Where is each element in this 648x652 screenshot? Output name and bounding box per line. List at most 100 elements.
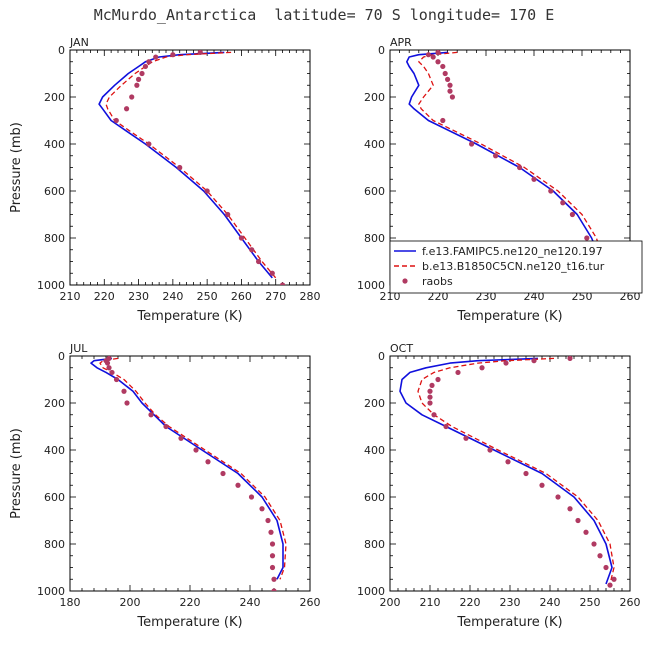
raobs-point	[517, 164, 523, 171]
raobs-point	[567, 356, 573, 361]
y-tick-label: 0	[378, 44, 385, 57]
y-tick-label: 1000	[357, 585, 385, 598]
panel-jan: 210 220 230 240 250 260 270 280 0 200 400 600 800 100…	[9, 36, 321, 324]
raobs-point	[567, 506, 573, 512]
plot-frame	[389, 355, 631, 592]
y-tick-label: 600	[44, 185, 65, 198]
raobs-point	[269, 553, 276, 559]
y-tick-label: 400	[364, 444, 385, 457]
model-line-b1850	[105, 51, 277, 279]
raobs-point	[113, 376, 120, 383]
raobs-point	[259, 506, 265, 512]
raobs-point	[104, 360, 111, 366]
raobs-point	[548, 188, 554, 194]
figure-title: McMurdo_Antarctica latitude= 70 S longit…	[93, 6, 555, 24]
y-tick-label: 1000	[37, 585, 65, 598]
x-tick-label: 200	[380, 596, 401, 609]
raobs-point	[427, 388, 433, 394]
y-tick-label: 800	[44, 538, 65, 551]
x-tick-label: 240	[540, 596, 561, 609]
y-tick-label: 200	[44, 91, 65, 104]
legend-marker-raobs	[402, 278, 408, 284]
raobs-point	[153, 54, 159, 60]
raobs-point	[129, 94, 135, 100]
y-tick-label: 200	[364, 91, 385, 104]
raobs-point	[611, 576, 617, 582]
y-tick-label: 800	[44, 232, 65, 245]
raobs-point	[523, 470, 529, 477]
legend-label: f.e13.FAMIPC5.ne120_ne120.197	[422, 245, 603, 258]
x-tick-label: 260	[620, 596, 641, 609]
raobs-point	[560, 200, 566, 206]
x-tick-label: 250	[580, 596, 601, 609]
raobs-point	[205, 459, 211, 465]
model-line-famipc5	[399, 357, 613, 585]
y-tick-label: 800	[364, 538, 385, 551]
raobs-point	[435, 376, 441, 383]
panel-oct: 200 210 220 230 240 250 260 0 200 400 600 800 1000 Te…	[357, 342, 641, 630]
x-tick-label: 230	[128, 290, 149, 303]
raobs-point	[569, 211, 576, 218]
x-tick-label: 210	[60, 290, 81, 303]
raobs-point	[430, 54, 436, 60]
model-line-b1850	[418, 51, 607, 278]
raobs-point	[109, 369, 115, 376]
raobs-point	[113, 117, 119, 124]
model-line-b1850	[417, 357, 615, 585]
x-tick-label: 260	[300, 596, 321, 609]
model-line-famipc5	[406, 51, 607, 279]
raobs-point	[435, 59, 441, 65]
raobs-point	[204, 188, 210, 194]
panel-label: APR	[390, 36, 412, 49]
raobs-point	[269, 541, 276, 547]
series-group	[98, 50, 286, 285]
raobs-point	[443, 423, 449, 430]
raobs-point	[447, 88, 453, 94]
y-tick-label: 600	[364, 185, 385, 198]
raobs-point	[539, 482, 545, 488]
x-axis-label: Temperature (K)	[456, 615, 562, 630]
raobs-point	[442, 70, 448, 77]
x-axis-label: Temperature (K)	[136, 615, 242, 630]
raobs-point	[503, 360, 509, 366]
raobs-point	[487, 447, 493, 453]
raobs-point	[575, 517, 581, 524]
y-tick-label: 800	[364, 232, 385, 245]
legend-box	[389, 240, 643, 294]
raobs-point	[455, 369, 461, 376]
raobs-point	[178, 435, 184, 441]
raobs-point	[603, 564, 609, 571]
y-axis-label: Pressure (mb)	[9, 428, 24, 519]
panel-jul: 180 200 220 240 260 0 200 400 600 800 1000 Temperat…	[9, 342, 321, 630]
model-line-famipc5	[98, 51, 273, 279]
x-tick-label: 280	[300, 290, 321, 303]
raobs-point	[435, 50, 441, 55]
raobs-point	[265, 517, 271, 524]
panel-label: OCT	[390, 342, 413, 355]
raobs-point	[431, 412, 437, 418]
y-tick-label: 400	[364, 138, 385, 151]
y-tick-label: 400	[44, 138, 65, 151]
x-tick-label: 210	[420, 596, 441, 609]
raobs-point	[139, 70, 145, 77]
x-tick-label: 220	[180, 596, 201, 609]
legend-label: b.e13.B1850C5CN.ne120_t16.tur	[422, 260, 605, 273]
raobs-point	[177, 164, 183, 171]
raobs-point	[146, 141, 152, 147]
raobs-point	[146, 59, 152, 65]
raobs-point	[238, 235, 245, 241]
raobs-point	[447, 82, 453, 88]
raobs-point	[197, 50, 203, 55]
x-tick-label: 240	[240, 596, 261, 609]
raobs-point	[170, 52, 176, 58]
model-line-b1850	[99, 357, 287, 580]
panel-label: JUL	[69, 342, 88, 355]
y-tick-label: 400	[44, 444, 65, 457]
y-tick-label: 1000	[37, 279, 65, 292]
raobs-point	[584, 235, 590, 241]
raobs-point	[123, 106, 130, 112]
raobs-point	[463, 435, 469, 441]
raobs-point	[607, 582, 613, 588]
raobs-point	[225, 211, 231, 218]
